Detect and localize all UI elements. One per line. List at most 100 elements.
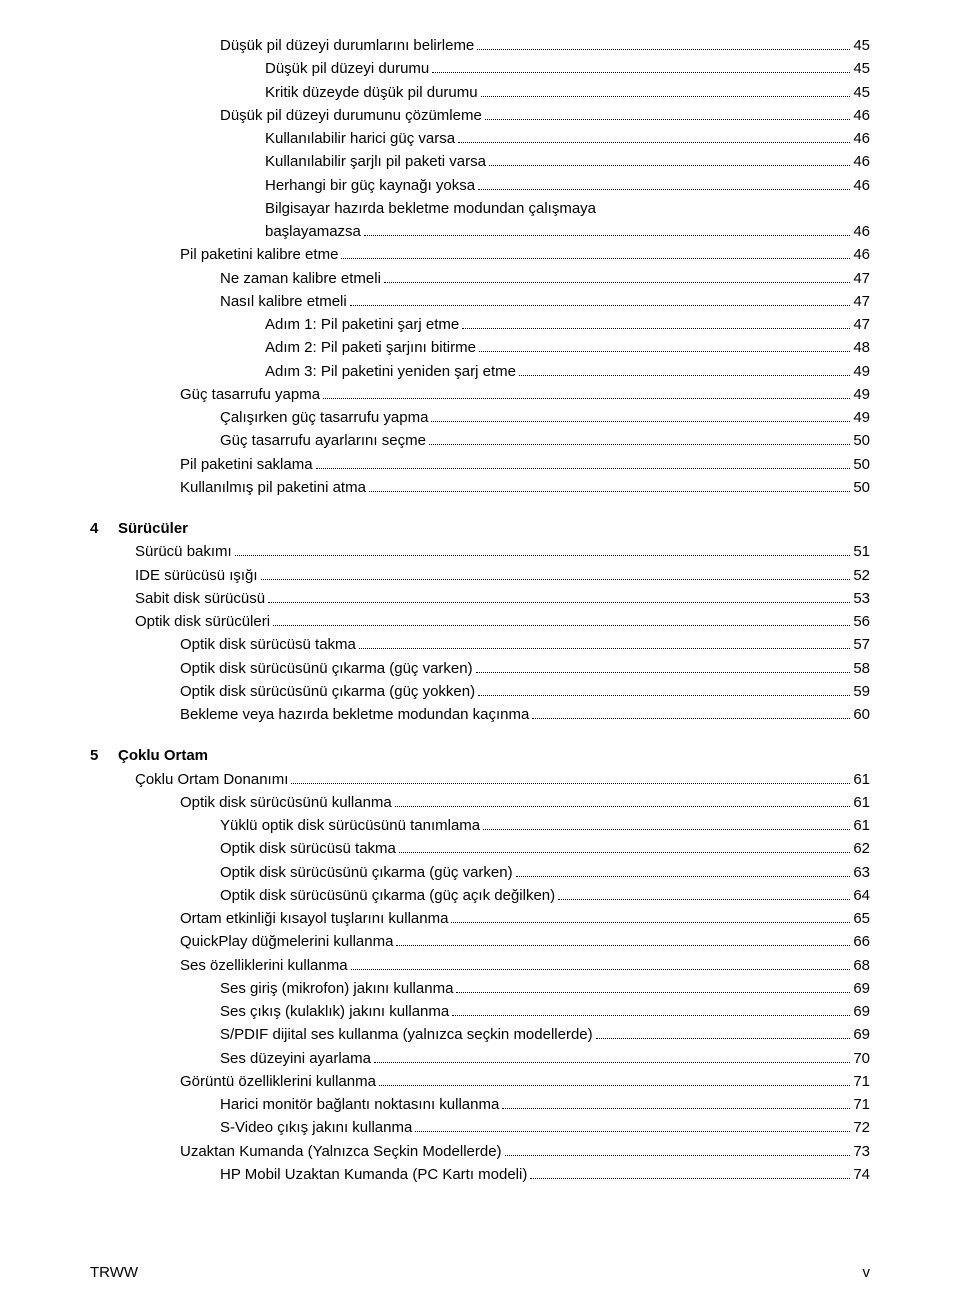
toc-entry: Sabit disk sürücüsü53 [90, 587, 870, 610]
toc-entry: Ses düzeyini ayarlama70 [90, 1047, 870, 1070]
toc-entry: Ses çıkış (kulaklık) jakını kullanma69 [90, 1000, 870, 1023]
toc-page-number: 49 [853, 360, 870, 383]
toc-leader-dots [532, 718, 850, 719]
toc-title: IDE sürücüsü ışığı [135, 564, 258, 587]
toc-entry: Kullanılabilir harici güç varsa 46 [90, 127, 870, 150]
toc-title: Yüklü optik disk sürücüsünü tanımlama [220, 814, 480, 837]
toc-page-number: 71 [853, 1070, 870, 1093]
toc-leader-dots [478, 189, 850, 190]
toc-title: Sürücü bakımı [135, 540, 232, 563]
toc-page-number: 46 [853, 127, 870, 150]
toc-title: Optik disk sürücüsü takma [220, 837, 396, 860]
toc-page-number: 69 [853, 1023, 870, 1046]
toc-title: Ses giriş (mikrofon) jakını kullanma [220, 977, 453, 1000]
toc-page-number: 45 [853, 81, 870, 104]
toc-entry: Düşük pil düzeyi durumu45 [90, 57, 870, 80]
toc-entry: Kullanılmış pil paketini atma 50 [90, 476, 870, 499]
toc-page-number: 50 [853, 453, 870, 476]
toc-page-number: 46 [853, 174, 870, 197]
toc-title: Herhangi bir güç kaynağı yoksa [265, 174, 475, 197]
chapter-label: Sürücüler [118, 520, 188, 537]
toc-entry: başlayamazsa 46 [90, 220, 870, 243]
toc-page-number: 71 [853, 1093, 870, 1116]
toc-page-number: 52 [853, 564, 870, 587]
toc-leader-dots [395, 806, 851, 807]
toc-entry: Ne zaman kalibre etmeli 47 [90, 267, 870, 290]
toc-entry: Düşük pil düzeyi durumlarını belirleme45 [90, 34, 870, 57]
toc-entry: Adım 2: Pil paketi şarjını bitirme 48 [90, 336, 870, 359]
toc-leader-dots [379, 1085, 850, 1086]
toc-title: Optik disk sürücüsünü kullanma [180, 791, 392, 814]
toc-entry: Optik disk sürücüsü takma 62 [90, 837, 870, 860]
toc-entry: Adım 3: Pil paketini yeniden şarj etme 49 [90, 360, 870, 383]
toc-entry: Ses özelliklerini kullanma68 [90, 954, 870, 977]
page: Düşük pil düzeyi durumlarını belirleme45… [0, 0, 960, 1312]
toc-entry: Görüntü özelliklerini kullanma 71 [90, 1070, 870, 1093]
toc-entry: Optik disk sürücüsünü çıkarma (güç yokke… [90, 680, 870, 703]
toc-entry: Harici monitör bağlantı noktasını kullan… [90, 1093, 870, 1116]
toc-leader-dots [483, 829, 850, 830]
toc-page-number: 48 [853, 336, 870, 359]
toc-title: Adım 3: Pil paketini yeniden şarj etme [265, 360, 516, 383]
toc-title: HP Mobil Uzaktan Kumanda (PC Kartı model… [220, 1163, 527, 1186]
toc-page-number: 46 [853, 220, 870, 243]
toc-title: Adım 2: Pil paketi şarjını bitirme [265, 336, 476, 359]
toc-title: Ses özelliklerini kullanma [180, 954, 348, 977]
toc-title: S/PDIF dijital ses kullanma (yalnızca se… [220, 1023, 593, 1046]
toc-title: Çalışırken güç tasarrufu yapma [220, 406, 428, 429]
toc-title: Ses düzeyini ayarlama [220, 1047, 371, 1070]
toc-leader-dots [273, 625, 850, 626]
toc-page-number: 50 [853, 476, 870, 499]
toc-entry: HP Mobil Uzaktan Kumanda (PC Kartı model… [90, 1163, 870, 1186]
toc-page-number: 73 [853, 1140, 870, 1163]
toc-entry: IDE sürücüsü ışığı 52 [90, 564, 870, 587]
toc-title: Optik disk sürücüleri [135, 610, 270, 633]
toc-entry: Güç tasarrufu ayarlarını seçme50 [90, 429, 870, 452]
toc-title: Düşük pil düzeyi durumunu çözümleme [220, 104, 482, 127]
toc-title: Düşük pil düzeyi durumu [265, 57, 429, 80]
toc-page-number: 47 [853, 290, 870, 313]
table-of-contents: Düşük pil düzeyi durumlarını belirleme45… [90, 34, 870, 1186]
toc-title: Ne zaman kalibre etmeli [220, 267, 381, 290]
toc-leader-dots [399, 852, 850, 853]
toc-leader-dots [530, 1178, 850, 1179]
toc-leader-dots [429, 444, 850, 445]
toc-leader-dots [519, 375, 850, 376]
toc-entry: Pil paketini saklama50 [90, 453, 870, 476]
toc-title: Güç tasarrufu ayarlarını seçme [220, 429, 426, 452]
toc-page-number: 72 [853, 1116, 870, 1139]
toc-leader-dots [268, 602, 850, 603]
toc-entry: S/PDIF dijital ses kullanma (yalnızca se… [90, 1023, 870, 1046]
footer-left: TRWW [90, 1261, 138, 1284]
toc-page-number: 62 [853, 837, 870, 860]
toc-title: Kullanılabilir harici güç varsa [265, 127, 455, 150]
toc-entry: Optik disk sürücüsünü kullanma 61 [90, 791, 870, 814]
toc-page-number: 66 [853, 930, 870, 953]
toc-title: Optik disk sürücüsünü çıkarma (güç varke… [180, 657, 473, 680]
chapter-heading: 5Çoklu Ortam [90, 744, 870, 767]
toc-page-number: 58 [853, 657, 870, 680]
toc-page-number: 61 [853, 814, 870, 837]
toc-leader-dots [316, 468, 851, 469]
toc-title: Optik disk sürücüsünü çıkarma (güç varke… [220, 861, 513, 884]
toc-entry: QuickPlay düğmelerini kullanma 66 [90, 930, 870, 953]
toc-page-number: 63 [853, 861, 870, 884]
toc-title: Kritik düzeyde düşük pil durumu [265, 81, 478, 104]
toc-page-number: 61 [853, 791, 870, 814]
toc-title: Optik disk sürücüsünü çıkarma (güç yokke… [180, 680, 475, 703]
toc-page-number: 47 [853, 313, 870, 336]
toc-leader-dots [384, 282, 850, 283]
toc-title: QuickPlay düğmelerini kullanma [180, 930, 393, 953]
toc-title: Görüntü özelliklerini kullanma [180, 1070, 376, 1093]
toc-leader-dots [351, 969, 851, 970]
toc-title: Kullanılmış pil paketini atma [180, 476, 366, 499]
toc-page-number: 47 [853, 267, 870, 290]
toc-title: Optik disk sürücüsü takma [180, 633, 356, 656]
toc-leader-dots [516, 876, 851, 877]
toc-entry: Uzaktan Kumanda (Yalnızca Seçkin Modelle… [90, 1140, 870, 1163]
page-footer: TRWW v [90, 1261, 870, 1284]
toc-page-number: 46 [853, 104, 870, 127]
toc-page-number: 64 [853, 884, 870, 907]
toc-leader-dots [462, 328, 850, 329]
toc-title: başlayamazsa [265, 220, 361, 243]
